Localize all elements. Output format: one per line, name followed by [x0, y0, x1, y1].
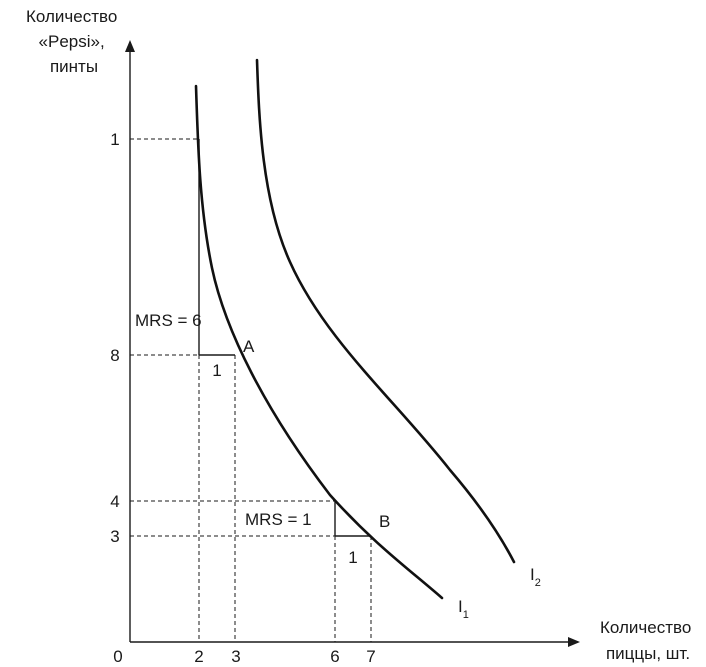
indifference-curve-i1	[194, 84, 444, 600]
x-axis-title: Количество пиццы, шт.	[600, 618, 696, 663]
origin-label: 0	[113, 647, 122, 666]
x-tick-7: 7	[366, 647, 375, 666]
curve-label-i1: I1	[458, 597, 469, 621]
curve-label-i2-sub: 2	[535, 577, 541, 589]
y-tick-3: 3	[110, 527, 119, 546]
y-tick-8: 8	[110, 346, 119, 365]
curve-label-i1-sub: 1	[463, 609, 469, 621]
curve-label-i2-main: I	[530, 565, 535, 584]
point-a-label: A	[243, 337, 255, 356]
mrs-triangle-lower	[334, 501, 371, 537]
mrs-label-lower: MRS = 1	[245, 510, 312, 529]
curve-label-i1-main: I	[458, 597, 463, 616]
x-axis-title-line2: пиццы, шт.	[606, 644, 690, 663]
x-tick-2: 2	[194, 647, 203, 666]
x-tick-3: 3	[231, 647, 240, 666]
mrs-label-upper: MRS = 6	[135, 311, 202, 330]
guide-lines	[130, 138, 372, 642]
indifference-curve-i2	[255, 58, 516, 564]
step-label-upper: 1	[212, 361, 221, 380]
y-tick-4: 4	[110, 492, 119, 511]
y-axis-title-line2: «Pepsi»,	[39, 32, 105, 51]
point-b-label: B	[379, 512, 390, 531]
y-tick-1: 1	[110, 130, 119, 149]
step-label-lower: 1	[348, 548, 357, 567]
y-axis-title: Количество «Pepsi», пинты	[26, 7, 122, 76]
curve-label-i2: I2	[530, 565, 541, 589]
x-axis-title-line1: Количество	[600, 618, 691, 637]
y-axis-title-line1: Количество	[26, 7, 117, 26]
x-tick-6: 6	[330, 647, 339, 666]
y-axis-title-line3: пинты	[50, 57, 98, 76]
